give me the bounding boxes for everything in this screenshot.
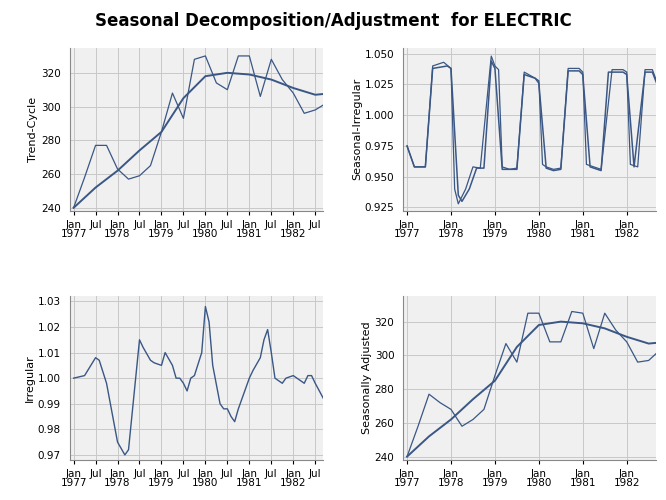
Y-axis label: Seasonally Adjusted: Seasonally Adjusted — [362, 322, 372, 434]
Y-axis label: Seasonal-Irregular: Seasonal-Irregular — [352, 78, 362, 180]
Text: Seasonal Decomposition/Adjustment  for ELECTRIC: Seasonal Decomposition/Adjustment for EL… — [95, 12, 571, 30]
Y-axis label: Trend-Cycle: Trend-Cycle — [29, 97, 39, 162]
Y-axis label: Irregular: Irregular — [25, 354, 35, 402]
